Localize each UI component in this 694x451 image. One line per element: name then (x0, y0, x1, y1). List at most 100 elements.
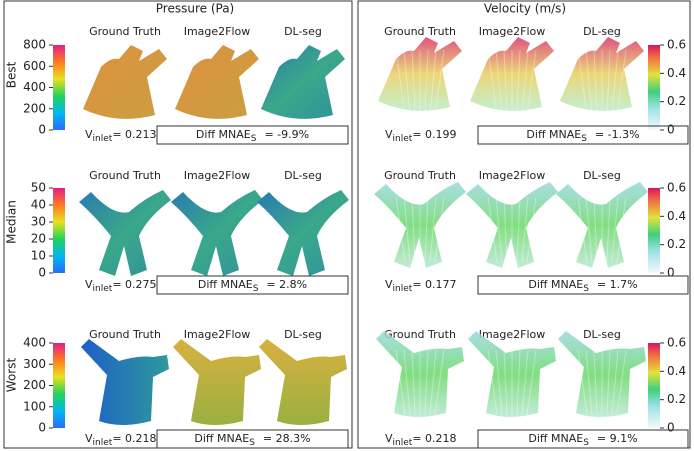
geometry-render (257, 190, 349, 276)
geometry-render (378, 37, 462, 111)
colorbar-tick-label: 0 (38, 421, 46, 435)
inlet-symbol: V (385, 432, 393, 445)
inlet-subscript: inlet (393, 438, 413, 448)
geometry-render (171, 190, 263, 276)
inlet-velocity: Vinlet= 0.213 (85, 128, 157, 144)
inlet-velocity: Vinlet= 0.275 (85, 278, 157, 294)
colorbar-tick-label: 100 (23, 399, 46, 413)
colorbar-tick-label: 400 (23, 336, 46, 350)
streamline (411, 196, 416, 263)
colorbar-tick-label: 10 (31, 249, 46, 263)
row-label: Median (5, 200, 19, 244)
streamline (403, 49, 411, 116)
colorbar-tick-label: 0.2 (667, 94, 686, 108)
diff-label: Diff MNAE (528, 432, 583, 445)
colorbar-tick-label: 0.2 (667, 237, 686, 251)
inlet-symbol: V (385, 128, 393, 141)
diff-label: Diff MNAE (196, 128, 251, 141)
colorbar-tick-label: 0.4 (667, 364, 686, 378)
streamline (611, 196, 619, 263)
column-header: Ground Truth (384, 169, 456, 182)
diff-metric: Diff MNAES = -1.3% (526, 128, 639, 144)
inlet-symbol: V (85, 128, 93, 141)
column-header: Image2Flow (479, 328, 546, 341)
streamline (503, 349, 508, 416)
diff-subscript: S (251, 134, 257, 144)
diff-subscript: S (249, 438, 255, 448)
diff-label: Diff MNAE (194, 432, 249, 445)
colorbar-tick-label: 0 (38, 266, 46, 280)
streamline (593, 196, 598, 263)
streamline (429, 49, 437, 116)
diff-value: = 2.8% (266, 278, 307, 291)
diff-value: = -9.9% (264, 128, 309, 141)
diff-value: = 28.3% (263, 432, 311, 445)
streamline (495, 349, 503, 416)
streamline (526, 349, 537, 416)
diff-label: Diff MNAE (526, 128, 581, 141)
diff-value: = -1.3% (595, 128, 640, 141)
diff-metric: Diff MNAES = 2.8% (198, 278, 307, 294)
streamline (487, 49, 498, 116)
geometry-render (83, 45, 167, 119)
row-label: Worst (5, 358, 19, 393)
colorbar-tick-label: 200 (23, 101, 46, 115)
inlet-subscript: inlet (93, 438, 113, 448)
colorbar-tick-label: 800 (23, 38, 46, 52)
colorbar-tick-label: 0 (667, 421, 675, 435)
inlet-symbol: V (85, 432, 93, 445)
streamline (611, 49, 619, 116)
streamline (424, 349, 429, 416)
colorbar-tick-label: 0.6 (667, 38, 686, 52)
colorbar-tick-label: 0.6 (667, 336, 686, 350)
streamline (606, 349, 611, 416)
geometry-render (558, 331, 646, 417)
column-header: DL-seg (583, 25, 621, 38)
streamline (429, 349, 437, 416)
streamline (516, 349, 521, 416)
colorbar-tick-label: 400 (23, 80, 46, 94)
inlet-symbol: V (85, 278, 93, 291)
geometry-render (466, 182, 558, 268)
diff-box (156, 429, 349, 449)
geometry-render (470, 37, 554, 111)
colorbar-tick-label: 0.4 (667, 209, 686, 223)
colorbar (53, 188, 65, 273)
colorbar-tick-label: 200 (23, 378, 46, 392)
geometry-render (261, 45, 345, 119)
inlet-subscript: inlet (393, 284, 413, 294)
colorbar-tick-label: 0.4 (667, 66, 686, 80)
diff-metric: Diff MNAES = 1.7% (528, 278, 637, 294)
streamline (616, 196, 627, 263)
colorbar-tick-label: 20 (31, 232, 46, 246)
streamline (516, 49, 521, 116)
diff-subscript: S (581, 134, 587, 144)
streamline (606, 49, 611, 116)
colorbar (53, 45, 65, 130)
streamline (526, 49, 537, 116)
diff-box (156, 275, 349, 295)
streamline (411, 49, 416, 116)
column-header: DL-seg (583, 169, 621, 182)
diff-box (477, 275, 689, 295)
streamline (606, 196, 611, 263)
inlet-subscript: inlet (393, 134, 413, 144)
colorbar-tick-label: 50 (31, 181, 46, 195)
streamline (487, 349, 498, 416)
colorbar-tick-label: 0.2 (667, 392, 686, 406)
inlet-velocity: Vinlet= 0.199 (385, 128, 457, 144)
streamline (434, 349, 445, 416)
diff-box (477, 125, 689, 145)
diff-label: Diff MNAE (198, 278, 253, 291)
streamline (585, 349, 593, 416)
streamline (521, 349, 529, 416)
streamline (411, 349, 416, 416)
column-header: DL-seg (284, 25, 322, 38)
geometry-render (173, 339, 261, 425)
colorbar (648, 188, 660, 273)
column-header: Ground Truth (384, 25, 456, 38)
streamline (424, 196, 429, 263)
streamline (616, 349, 627, 416)
colorbar-tick-label: 0 (667, 266, 675, 280)
inlet-value: = 0.218 (412, 432, 456, 445)
